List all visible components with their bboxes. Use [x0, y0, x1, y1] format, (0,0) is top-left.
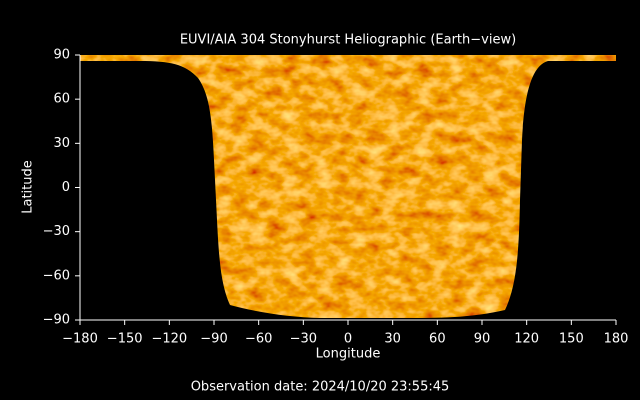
chart-title: EUVI/AIA 304 Stonyhurst Heliographic (Ea…: [180, 33, 516, 48]
x-tick-label: 90: [474, 332, 491, 347]
solar-map-image: [80, 55, 616, 318]
y-tick-label: 30: [53, 136, 70, 151]
x-tick-label: −60: [245, 332, 272, 347]
y-tick-label: 90: [53, 48, 70, 63]
footer: Observation date: 2024/10/20 23:55:45: [191, 380, 450, 395]
x-tick-label: −180: [62, 332, 98, 347]
x-tick-label: 180: [604, 332, 629, 347]
x-tick-label: 60: [429, 332, 446, 347]
x-tick-label: −90: [200, 332, 227, 347]
y-tick-label: −30: [43, 224, 70, 239]
x-tick-label: 150: [559, 332, 584, 347]
y-tick-label: 60: [53, 92, 70, 107]
x-tick-label: 120: [514, 332, 539, 347]
y-tick-label: −60: [43, 268, 70, 283]
x-tick-label: −150: [107, 332, 143, 347]
x-tick-label: 0: [344, 332, 352, 347]
y-tick-label: −90: [43, 313, 70, 328]
y-tick-label: 0: [62, 180, 70, 195]
x-tick-label: −120: [151, 332, 187, 347]
y-axis-label: Latitude: [21, 160, 36, 214]
x-tick-label: −30: [290, 332, 317, 347]
x-tick-label: 30: [384, 332, 401, 347]
x-axis-label: Longitude: [316, 347, 381, 362]
